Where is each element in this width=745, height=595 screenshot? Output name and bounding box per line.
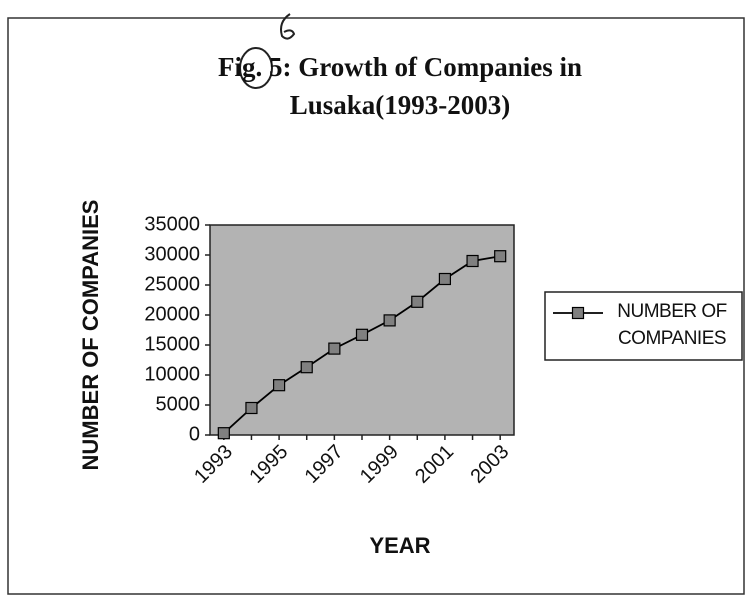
marker [494,250,507,263]
marker [272,379,286,392]
x-axis-label: YEAR [369,533,430,558]
y-tick-label: 5000 [156,393,201,415]
y-tick-label: 30000 [144,243,200,265]
page-frame [7,17,745,595]
marker [438,272,452,286]
marker [411,295,424,308]
y-tick-label: 0 [189,423,200,445]
marker [245,401,258,415]
y-tick-label: 10000 [144,363,200,385]
x-tick-label: 1997 [301,441,348,488]
x-tick-label: 1999 [356,441,403,488]
chart-title: Fig. 5: Growth of Companies in [218,52,582,82]
y-tick-label: 35000 [144,213,200,235]
legend-label: NUMBER OF COMPANIES [617,301,727,349]
y-tick-label: 25000 [144,273,200,295]
handwritten-circle [239,47,273,89]
marker [300,361,313,374]
marker [217,427,230,440]
marker [355,328,369,341]
legend-marker [571,306,585,320]
marker [383,314,396,327]
y-tick-label: 20000 [144,303,200,325]
chart-title: Lusaka(1993-2003) [290,90,511,120]
legend-box [544,291,743,361]
x-tick-label: 1993 [190,441,237,488]
x-tick-label: 1995 [245,441,292,488]
y-tick-label: 15000 [144,333,200,355]
handwritten-mark [280,13,296,40]
y-axis-label: NUMBER OF COMPANIES [78,200,103,471]
marker [466,254,479,268]
x-tick-label: 2001 [411,441,458,488]
x-tick-label: 2003 [466,441,513,488]
marker [328,342,341,355]
